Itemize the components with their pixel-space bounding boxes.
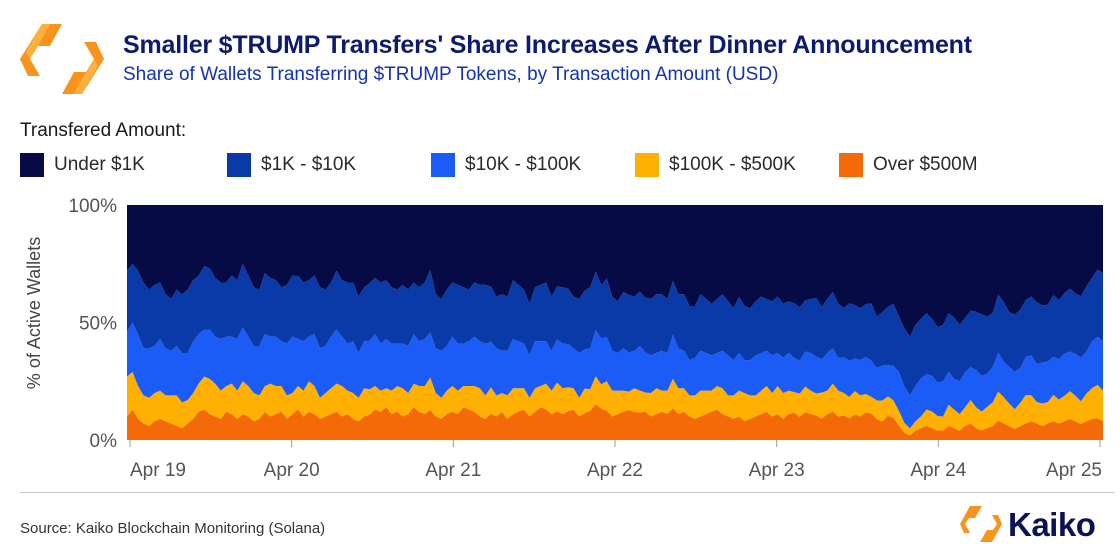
legend: Under $1K $1K - $10K $10K - $100K $100K …	[20, 151, 1120, 179]
area-under-1k	[127, 205, 1103, 337]
chart-subtitle: Share of Wallets Transferring $TRUMP Tok…	[123, 64, 779, 85]
y-tick-label: 0%	[90, 431, 118, 452]
logo-left-shape	[20, 24, 62, 76]
area-100k-500k	[127, 371, 1103, 436]
x-tick-label: Apr 19	[130, 460, 186, 481]
x-tick-label: Apr 21	[425, 460, 481, 481]
legend-label-under-1k: Under $1K	[54, 154, 145, 175]
legend-item-10k-100k: $10K - $100K	[431, 151, 581, 179]
x-tick-label: Apr 20	[264, 460, 320, 481]
y-tick-label: 50%	[79, 314, 117, 335]
x-tick-label: Apr 23	[749, 460, 805, 481]
kaiko-brand-icon	[960, 506, 1002, 542]
legend-label-1k-10k: $1K - $10K	[261, 154, 357, 175]
logo-right-inner	[74, 59, 98, 94]
legend-label-10k-100k: $10K - $100K	[465, 154, 582, 175]
area-over-500m	[127, 404, 1103, 440]
area-1k-10k	[127, 263, 1103, 396]
x-tick-label: Apr 22	[587, 460, 643, 481]
legend-swatch-10k-100k	[431, 153, 455, 177]
y-axis-label: % of Active Wallets	[24, 237, 44, 389]
legend-swatch-100k-500k	[635, 153, 659, 177]
legend-swatch-over-500m	[839, 153, 863, 177]
brand-wordmark: Kaiko	[1008, 506, 1096, 543]
stacked-area-chart: % of Active Wallets 0%50%100% Apr 19 Apr …	[24, 196, 1103, 481]
chart-title: Smaller $TRUMP Transfers' Share Increase…	[123, 31, 972, 59]
source-note: Source: Kaiko Blockchain Monitoring (Sol…	[20, 520, 326, 537]
logo-left-inner	[26, 24, 50, 59]
legend-swatch-1k-10k	[227, 153, 251, 177]
x-tick-label: Apr 24	[910, 460, 966, 481]
area-10k-100k	[127, 322, 1103, 429]
legend-item-100k-500k: $100K - $500K	[635, 151, 796, 179]
legend-title: Transfered Amount:	[20, 120, 187, 141]
y-ticks: 0% 50% 100%	[68, 196, 117, 452]
footer-divider	[20, 492, 1115, 493]
legend-item-over-500m: Over $500M	[839, 151, 978, 179]
x-ticks: Apr 19 Apr 20 Apr 21 Apr 22 Apr 23 Apr 24 Apr …	[129, 440, 1102, 481]
kaiko-logo-icon	[20, 24, 104, 94]
legend-item-1k-10k: $1K - $10K	[227, 151, 356, 179]
legend-label-over-500m: Over $500M	[873, 154, 978, 175]
x-tick-label: Apr 25	[1046, 460, 1102, 481]
y-tick-label: 100%	[68, 196, 117, 217]
area-layers	[127, 205, 1103, 440]
legend-label-100k-500k: $100K - $500K	[669, 154, 796, 175]
legend-item-under-1k: Under $1K	[20, 151, 145, 179]
logo-right-shape	[62, 42, 104, 94]
legend-swatch-under-1k	[20, 153, 44, 177]
